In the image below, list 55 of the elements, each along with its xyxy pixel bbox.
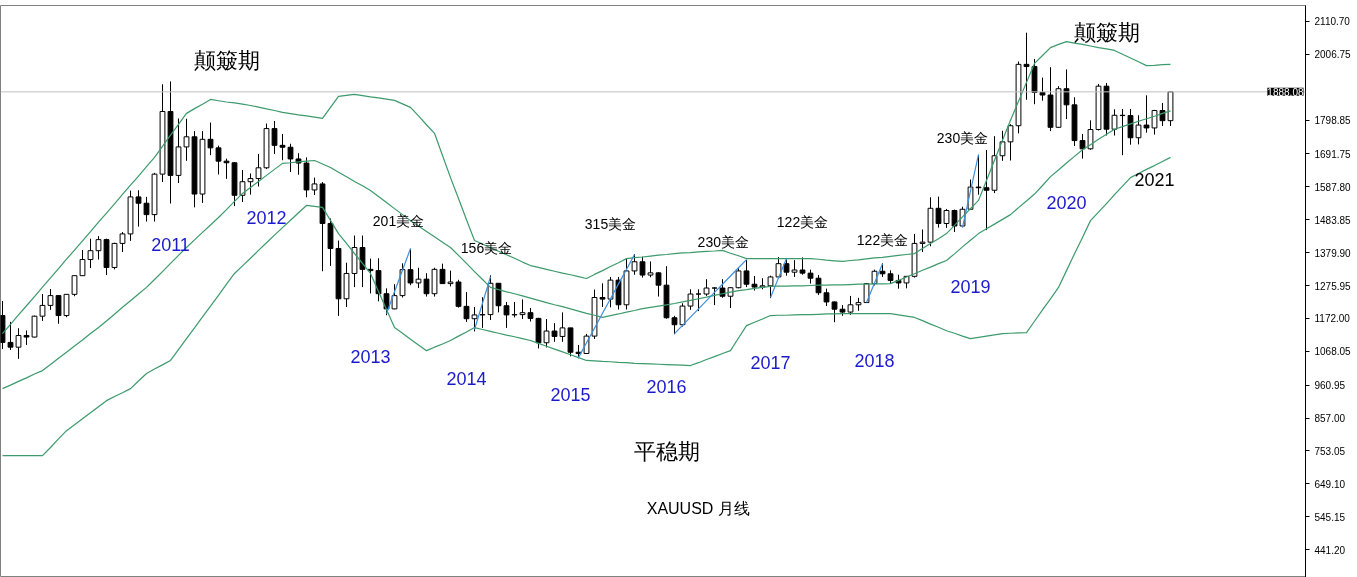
annotation: 平稳期 xyxy=(633,439,700,465)
candlestick xyxy=(831,301,838,323)
y-tick-label: 1798.85 xyxy=(1314,115,1352,127)
annotation: XAUUSD 月线 xyxy=(646,500,750,518)
y-tick-label: 2006.75 xyxy=(1314,49,1352,61)
y-tick-label: 1587.80 xyxy=(1314,181,1352,193)
candlestick xyxy=(695,288,702,312)
candlestick xyxy=(479,296,486,329)
annotation: 2013 xyxy=(350,347,391,368)
annotation: 122美金 xyxy=(856,231,909,248)
candlestick xyxy=(815,274,822,296)
y-tick-label: 857.00 xyxy=(1314,413,1346,425)
y-tick-label: 441.20 xyxy=(1314,544,1346,556)
candlestick xyxy=(999,130,1006,162)
candlestick xyxy=(39,293,46,322)
annotation: 2020 xyxy=(1046,193,1087,214)
annotation: 颠簸期 xyxy=(1073,20,1140,46)
annotation: 2014 xyxy=(446,369,487,389)
annotation: 2019 xyxy=(950,276,991,297)
candlestick xyxy=(375,257,382,302)
annotation: 122美金 xyxy=(776,213,829,230)
y-tick-label: 1483.85 xyxy=(1314,214,1352,226)
annotation: 2017 xyxy=(750,353,791,374)
y-tick-label: 960.95 xyxy=(1314,380,1346,392)
annotation: 2012 xyxy=(246,208,287,229)
y-tick-label: 1275.95 xyxy=(1314,280,1352,292)
y-tick-label: 545.15 xyxy=(1314,511,1346,523)
y-tick-label: 1379.90 xyxy=(1314,247,1352,259)
annotation: 201美金 xyxy=(372,212,425,229)
annotation: 颠簸期 xyxy=(193,48,260,74)
y-tick-label: 753.05 xyxy=(1314,445,1346,457)
candlestick xyxy=(215,145,222,175)
annotation: 315美金 xyxy=(584,216,637,233)
ref-line-label: 1888.08 xyxy=(1267,86,1304,98)
candlestick xyxy=(71,275,78,297)
y-tick-label: 2110.70 xyxy=(1314,16,1351,28)
annotation: 2016 xyxy=(646,377,687,398)
y-tick-label: 1691.75 xyxy=(1314,148,1352,160)
y-tick-label: 1172.00 xyxy=(1314,313,1351,325)
y-tick-label: 649.10 xyxy=(1314,478,1346,490)
annotation: 2021 xyxy=(1134,170,1175,191)
candlestick xyxy=(287,143,294,173)
annotation: 2011 xyxy=(151,234,190,255)
annotation: 230美金 xyxy=(936,130,989,147)
candlestick xyxy=(223,158,230,180)
candlestick xyxy=(279,133,286,161)
candlestick xyxy=(919,228,926,253)
candlestick xyxy=(1007,123,1014,162)
candlestick xyxy=(119,231,126,253)
candlestick xyxy=(503,301,510,329)
y-tick-label: 1068.05 xyxy=(1314,346,1352,358)
annotation: 230美金 xyxy=(697,233,749,250)
candlestick xyxy=(367,258,374,294)
annotation: 2018 xyxy=(854,350,895,371)
annotation: 2015 xyxy=(550,385,591,406)
